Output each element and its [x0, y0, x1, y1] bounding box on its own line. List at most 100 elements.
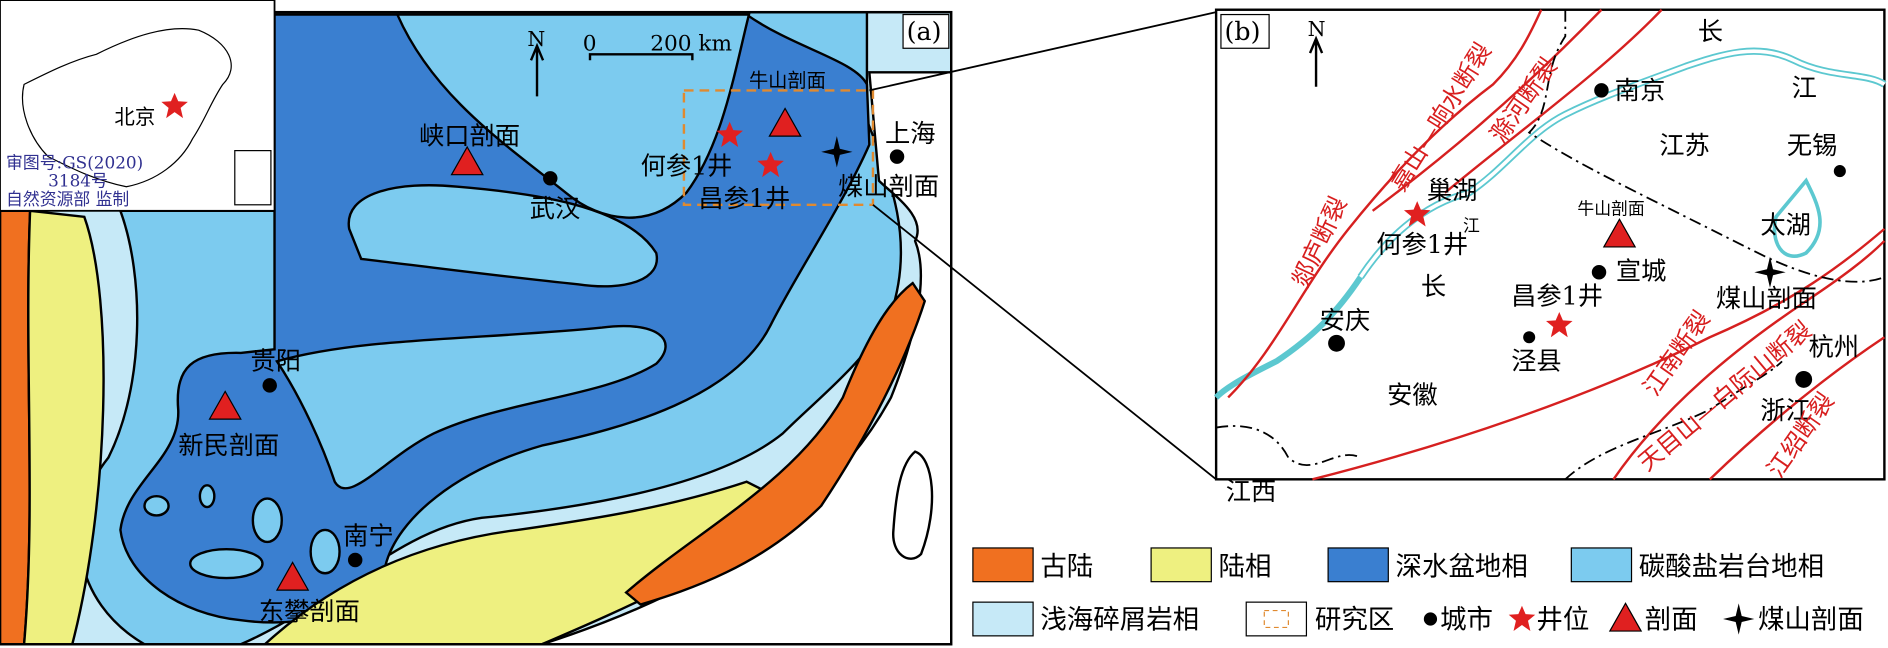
fault	[1444, 8, 1663, 194]
carbonate-platform	[198, 484, 216, 509]
panel-label: (a)	[907, 17, 942, 46]
label-box	[1220, 13, 1270, 49]
connector	[869, 11, 1217, 481]
carbonate-platform	[347, 184, 659, 288]
city	[889, 149, 905, 164]
city	[262, 378, 277, 393]
fault	[1312, 227, 1886, 481]
place: 安徽	[1387, 380, 1438, 409]
place: 贵阳	[250, 347, 301, 376]
scale-label: 0	[583, 32, 597, 57]
old-land	[0, 209, 32, 645]
city	[1523, 331, 1536, 344]
place: 浙江	[1760, 396, 1811, 425]
place: 新民剖面	[178, 431, 279, 460]
north: N	[527, 27, 545, 51]
legend-symbol	[1723, 603, 1755, 635]
label-box	[902, 13, 950, 49]
legend-label: 剖面	[1645, 605, 1698, 636]
old-land	[624, 281, 927, 606]
china-outline	[21, 28, 232, 188]
carbonate-platform	[275, 324, 667, 490]
study-area	[682, 89, 875, 206]
legend-label: 陆相	[1219, 552, 1272, 583]
place: 长	[1698, 17, 1723, 46]
approval: 自然资源部 监制	[6, 189, 129, 209]
city	[1591, 265, 1607, 280]
place: 巢湖	[1427, 176, 1478, 205]
city	[1795, 370, 1813, 388]
carbonate-platform	[143, 494, 170, 517]
sea	[541, 71, 952, 645]
place: 江	[1463, 215, 1480, 235]
legend-label: 古陆	[1040, 552, 1093, 583]
place: 东攀剖面	[259, 597, 360, 626]
panel-a	[0, 12, 952, 645]
place: 煤山剖面	[838, 172, 939, 201]
fault	[1612, 240, 1886, 481]
place: 何参1井	[641, 152, 733, 181]
south-sea-box	[234, 150, 272, 206]
city	[1833, 165, 1846, 178]
place: 宣城	[1616, 256, 1667, 285]
inset	[0, 0, 276, 212]
city	[1594, 83, 1609, 98]
legend-label: 浅海碎屑岩相	[1040, 605, 1199, 636]
province-boundary	[1215, 360, 1783, 480]
carbonate-platform	[251, 497, 283, 544]
lake	[1772, 177, 1822, 258]
place: 南宁	[343, 521, 394, 550]
place: 峡口剖面	[419, 122, 520, 151]
fault	[1371, 8, 1603, 212]
scale-label: 200 km	[650, 32, 732, 57]
carbonate-platform	[309, 528, 341, 575]
frame-a	[0, 10, 953, 646]
place: 泾县	[1511, 347, 1562, 376]
place: 牛山剖面	[749, 69, 826, 92]
legend-swatch	[1327, 547, 1389, 583]
province-boundary	[1527, 9, 1885, 283]
panel-b-lines	[1213, 8, 1887, 481]
city	[347, 552, 363, 568]
legend-swatch	[1263, 609, 1289, 629]
inset-frame	[0, 0, 276, 212]
markers-a	[208, 107, 905, 591]
place: 安庆	[1320, 306, 1371, 335]
legend	[972, 547, 1755, 637]
markers-b	[1328, 83, 1846, 388]
capital: 北京	[114, 105, 155, 129]
legend-symbol	[1609, 602, 1642, 632]
place: 长	[1421, 272, 1446, 301]
legend-swatch	[972, 547, 1034, 583]
place: 太湖	[1760, 211, 1811, 240]
legend-swatch	[1245, 601, 1308, 637]
scale-bar	[588, 53, 694, 61]
legend-label: 深水盆地相	[1396, 552, 1528, 583]
north: N	[1308, 17, 1326, 41]
place: 昌参1井	[1511, 282, 1603, 311]
continental-facies	[22, 209, 105, 645]
place: 江西	[1226, 477, 1277, 506]
approval: 审图号:GS(2020)	[6, 153, 143, 173]
legend-swatch	[972, 601, 1034, 637]
legend-symbol	[1508, 605, 1536, 632]
place: 何参1井	[1376, 230, 1468, 259]
frame-b	[1214, 8, 1886, 481]
place: 江	[1792, 73, 1817, 102]
carbonate-platform	[189, 547, 264, 580]
approval: 3184号	[48, 171, 108, 191]
city	[543, 171, 558, 186]
fault	[1227, 9, 1543, 399]
place: 江苏	[1659, 131, 1710, 160]
legend-symbol	[1423, 612, 1438, 626]
legend-label: 城市	[1440, 605, 1493, 636]
north-arrow	[1308, 35, 1324, 87]
fault	[1708, 336, 1886, 481]
city	[1328, 334, 1345, 352]
place: 上海	[885, 119, 936, 148]
place: 昌参1井	[698, 184, 790, 213]
legend-swatch	[1150, 547, 1212, 583]
place: 煤山剖面	[1716, 284, 1817, 313]
place: 牛山剖面	[1577, 198, 1644, 218]
